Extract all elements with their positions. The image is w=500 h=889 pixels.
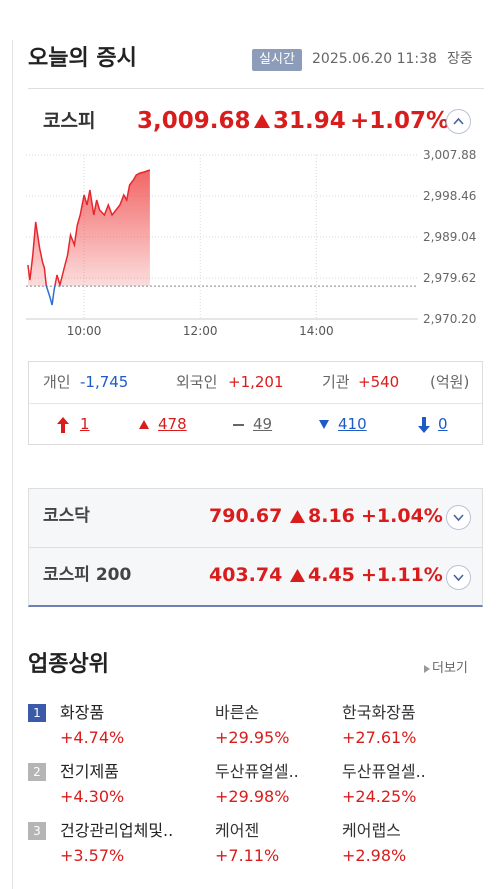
stock-name[interactable]: 케어젠: [215, 821, 260, 840]
section-title: 오늘의 증시: [28, 46, 137, 71]
breadth-count[interactable]: 478: [158, 415, 187, 433]
area: [27, 170, 150, 287]
divider: [29, 547, 482, 548]
stock-rate: +29.98%: [215, 787, 290, 806]
index-name: 코스피: [43, 110, 96, 132]
x-tick-label: 12:00: [183, 324, 218, 338]
sector-name[interactable]: 전기제품: [60, 762, 119, 781]
expand-button[interactable]: [445, 504, 472, 531]
investor-box: [28, 361, 483, 445]
stock-name[interactable]: 케어랩스: [342, 821, 401, 840]
breadth-count[interactable]: 410: [338, 415, 367, 433]
sector-rate: +4.74%: [60, 728, 125, 747]
index-change: 31.94: [273, 108, 346, 134]
index-change: 4.45: [308, 564, 355, 586]
more-arrow: [424, 665, 430, 673]
sector-rate: +3.57%: [60, 846, 125, 865]
x-tick-label: 10:00: [67, 324, 102, 338]
investor-value: -1,745: [80, 373, 129, 391]
y-tick-label: 2,989.04: [423, 230, 476, 244]
market-status: 장중: [447, 51, 473, 67]
index-rate: +1.11%: [361, 564, 443, 586]
stock-name[interactable]: 두산퓨얼셀..: [215, 762, 299, 781]
intraday-chart: 3,007.88 2,998.46 2,989.04 2,979.62 2,970.20…: [26, 148, 476, 338]
y-tick-label: 2,970.20: [423, 312, 476, 326]
live-badge: 실시간: [252, 49, 302, 71]
stock-rate: +27.61%: [342, 728, 417, 747]
y-tick-label: 2,979.62: [423, 271, 476, 285]
divider: [28, 88, 484, 89]
lower-limit-icon: [418, 417, 430, 433]
upper-limit-icon: [57, 417, 69, 433]
index-rate: +1.07%: [350, 108, 450, 134]
up-icon: [254, 114, 270, 128]
divider: [29, 403, 482, 404]
index-name: 코스닥: [43, 506, 90, 526]
collapse-button[interactable]: [445, 108, 472, 135]
investor-name: 외국인: [176, 373, 218, 391]
rank-badge: 3: [28, 822, 46, 840]
fall-icon: [319, 420, 329, 429]
index-value: 3,009.68: [137, 108, 251, 134]
rank-badge: 2: [28, 763, 46, 781]
stock-name[interactable]: 한국화장품: [342, 703, 416, 722]
stock-name[interactable]: 바른손: [215, 703, 260, 722]
section-title: 업종상위: [28, 652, 109, 677]
investor-value: +1,201: [228, 373, 284, 391]
index-change: 8.16: [308, 505, 355, 527]
rank-badge: 1: [28, 704, 46, 722]
y-tick-label: 3,007.88: [423, 148, 476, 162]
rise-icon: [139, 420, 149, 429]
investor-name: 개인: [43, 373, 71, 391]
investor-name: 기관: [322, 373, 350, 391]
sector-rate: +4.30%: [60, 787, 125, 806]
more-link[interactable]: 더보기: [432, 661, 468, 676]
up-icon: [290, 510, 305, 523]
flat-icon: [233, 424, 244, 426]
up-icon: [290, 569, 305, 582]
y-tick-label: 2,998.46: [423, 189, 476, 203]
breadth-count[interactable]: 0: [438, 415, 448, 433]
index-rate: +1.04%: [361, 505, 443, 527]
price-line: [27, 169, 151, 306]
left-rule: [12, 40, 13, 889]
index-name: 코스피 200: [43, 565, 132, 585]
sector-name[interactable]: 화장품: [60, 703, 105, 722]
breadth-count[interactable]: 1: [80, 415, 90, 433]
stock-rate: +24.25%: [342, 787, 417, 806]
expand-button[interactable]: [445, 564, 472, 591]
stock-rate: +7.11%: [215, 846, 280, 865]
unit: (억원): [430, 373, 470, 391]
stock-name[interactable]: 두산퓨얼셀..: [342, 762, 426, 781]
stock-rate: +29.95%: [215, 728, 290, 747]
stock-rate: +2.98%: [342, 846, 407, 865]
index-value: 790.67: [209, 505, 283, 527]
investor-value: +540: [358, 373, 400, 391]
breadth-count[interactable]: 49: [253, 415, 273, 433]
index-value: 403.74: [209, 564, 283, 586]
sector-name[interactable]: 건강관리업체및..: [60, 821, 174, 840]
x-tick-label: 14:00: [299, 324, 334, 338]
datetime: 2025.06.20 11:38: [312, 51, 437, 67]
